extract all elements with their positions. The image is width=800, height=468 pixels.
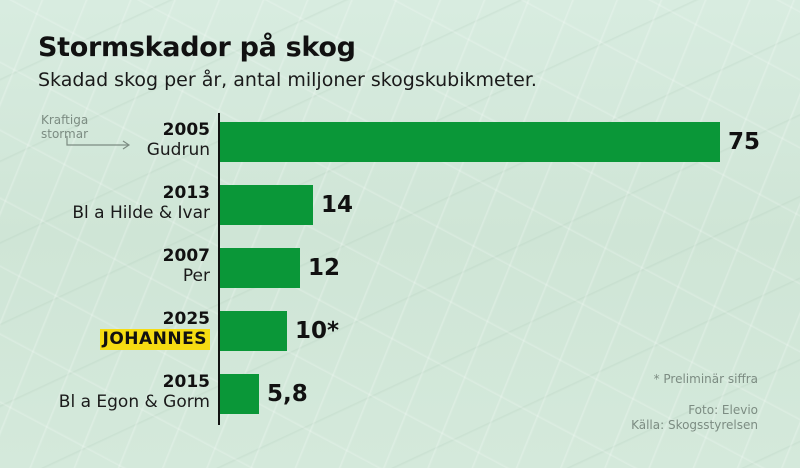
bar-value-label: 12 (308, 255, 341, 281)
bar-year: 2005 (162, 120, 210, 140)
bar-value-label: 75 (728, 129, 761, 155)
category-axis-line (218, 113, 220, 425)
annotation-line-1: Kraftiga (41, 113, 89, 127)
footnote: * Preliminär siffra (653, 372, 758, 386)
bar (220, 248, 300, 288)
chart-subtitle: Skadad skog per år, antal miljoner skogs… (38, 69, 537, 91)
bar (220, 311, 287, 351)
photo-credit: Foto: Elevio (688, 403, 758, 417)
bar (220, 122, 720, 162)
chart-title: Stormskador på skog (38, 32, 356, 63)
bar-year: 2015 (162, 372, 210, 392)
bar-label: 2013 Bl a Hilde & Ivar (10, 183, 210, 224)
bar-label: 2005 Gudrun (10, 120, 210, 161)
storm-name: Bl a Hilde & Ivar (72, 203, 210, 223)
annotation-arrow-icon (66, 136, 131, 150)
storm-name: Gudrun (146, 140, 210, 160)
bar-label: 2025 JOHANNES (10, 309, 210, 350)
bar-value-label: 5,8 (267, 381, 308, 407)
bar-year: 2025 (162, 309, 210, 329)
bar-label: 2015 Bl a Egon & Gorm (10, 372, 210, 413)
storm-name: Per (182, 266, 210, 286)
highlighted-storm-name: JOHANNES (99, 329, 210, 350)
source-credit: Källa: Skogsstyrelsen (631, 418, 758, 432)
annotation-line-2: stormar (41, 127, 88, 141)
storm-name: Bl a Egon & Gorm (58, 392, 210, 412)
bar-year: 2013 (162, 183, 210, 203)
annotation-strong-storms: Kraftiga stormar (41, 113, 88, 141)
bar (220, 185, 313, 225)
bar-value-label: 10* (295, 318, 340, 344)
bar-year: 2007 (162, 246, 210, 266)
bar (220, 374, 259, 414)
bar-label: 2007 Per (10, 246, 210, 287)
bar-value-label: 14 (321, 192, 354, 218)
